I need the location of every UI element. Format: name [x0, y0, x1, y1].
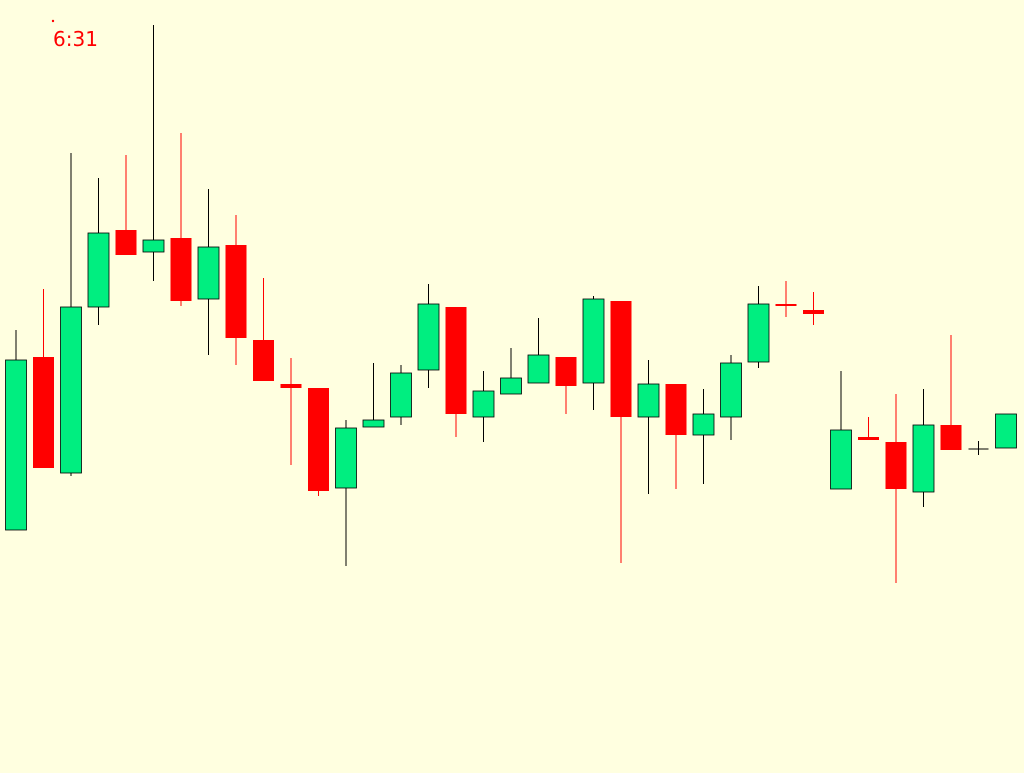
candle-body — [747, 303, 770, 363]
candle-body — [803, 310, 824, 314]
candle-body — [280, 384, 302, 388]
candle-body — [720, 362, 742, 418]
candle-body — [33, 357, 54, 468]
candle-body — [417, 303, 440, 371]
candle-body — [775, 304, 797, 306]
candle-body — [912, 424, 935, 493]
chart-title: 6:31 — [53, 27, 98, 51]
candle-body — [637, 383, 660, 418]
candle-body — [197, 246, 220, 300]
candle-body — [472, 390, 495, 418]
candle-body — [582, 298, 605, 384]
candle-body — [940, 425, 962, 450]
candle-body — [87, 232, 110, 308]
marker-dot — [51, 19, 55, 23]
candle-body — [308, 388, 329, 491]
candle-body — [665, 384, 687, 435]
candle-body — [5, 359, 27, 531]
candle-body — [995, 413, 1017, 449]
candle-body — [253, 340, 274, 381]
candle-body — [142, 239, 165, 253]
candle-body — [115, 230, 137, 255]
candle-body — [555, 357, 577, 386]
candle-body — [362, 419, 385, 428]
candle-body — [60, 306, 82, 474]
candle-body — [225, 245, 247, 338]
candle-body — [527, 354, 550, 384]
candle-body — [390, 372, 412, 418]
candle-body — [500, 377, 522, 395]
candle-body — [445, 307, 467, 414]
candle-body — [858, 437, 879, 440]
candle-body — [885, 442, 907, 489]
candle-body — [610, 301, 632, 417]
candle-body — [170, 238, 192, 301]
candle-body — [335, 427, 357, 489]
candle-body — [830, 429, 852, 490]
candle-body — [692, 413, 715, 436]
